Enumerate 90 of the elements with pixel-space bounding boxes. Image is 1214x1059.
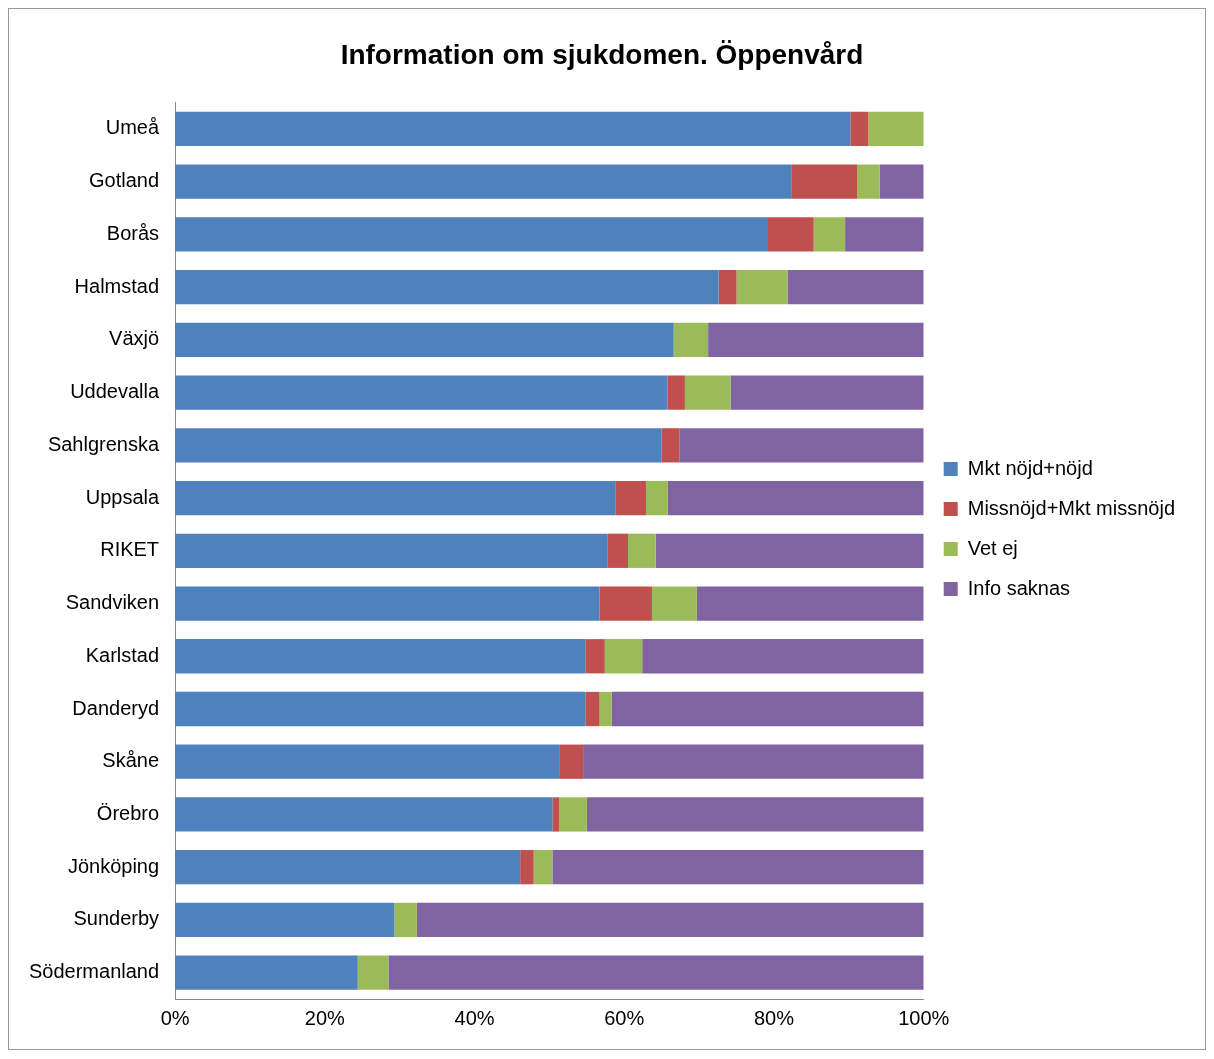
x-tick-label: 80% (753, 1006, 795, 1029)
bar (552, 797, 560, 832)
bar (845, 217, 924, 252)
y-tick-label: Danderyd (72, 696, 160, 719)
bar (175, 375, 668, 410)
y-tick-label: Halmstad (74, 274, 160, 297)
bar (394, 902, 417, 938)
legend-label: Info saknas (967, 576, 1071, 599)
bar (583, 744, 924, 779)
y-tick-label: Umeå (105, 116, 160, 139)
bar (559, 744, 584, 779)
bar (520, 850, 534, 885)
bar (175, 480, 616, 516)
bar (857, 164, 880, 199)
bar (175, 586, 600, 621)
bar (850, 111, 869, 147)
bar (175, 533, 608, 568)
x-tick-label: 100% (898, 1006, 950, 1029)
y-tick-label: Södermanland (28, 960, 160, 983)
bar (559, 797, 587, 832)
bar (175, 955, 358, 990)
bar (175, 639, 586, 674)
bar (175, 902, 395, 938)
y-tick-label: Karlstad (85, 643, 160, 666)
bar (673, 322, 709, 358)
bar (604, 639, 643, 674)
bar (642, 639, 924, 674)
bar (175, 744, 560, 779)
bar (696, 586, 924, 621)
y-tick-label: RIKET (100, 538, 160, 561)
bar (879, 164, 924, 199)
bar (768, 217, 814, 252)
bar (667, 375, 685, 410)
bar (684, 375, 731, 410)
bar (357, 955, 389, 990)
bar (175, 797, 553, 832)
x-tick-label: 20% (304, 1006, 346, 1029)
bar (628, 533, 656, 568)
bar (586, 797, 924, 832)
y-tick-label: Gotland (89, 169, 160, 192)
bar (679, 428, 924, 463)
bar (667, 480, 924, 516)
bar (533, 850, 553, 885)
bar (655, 533, 924, 568)
y-tick-label: Borås (106, 221, 160, 244)
bar (175, 111, 851, 147)
y-tick-label: Växjö (109, 327, 160, 350)
bar (388, 955, 924, 990)
bar (730, 375, 924, 410)
legend-label: Missnöjd+Mkt missnöjd (967, 496, 1176, 519)
bar (813, 217, 846, 252)
bar (868, 111, 924, 147)
x-tick-label: 40% (454, 1006, 495, 1029)
bar (787, 270, 924, 305)
bar (645, 480, 668, 516)
bar (585, 639, 605, 674)
bar (718, 270, 737, 305)
bar (611, 691, 924, 727)
x-tick-label: 60% (604, 1006, 645, 1029)
legend-label: Vet ej (967, 536, 1018, 559)
bar (552, 850, 924, 885)
bar (791, 164, 858, 199)
bar (175, 164, 792, 199)
y-tick-label: Sunderby (73, 907, 160, 930)
bar (599, 586, 652, 621)
bar (651, 586, 697, 621)
y-tick-label: Örebro (96, 801, 160, 824)
bar (708, 322, 924, 358)
bar (175, 428, 662, 463)
bar (175, 322, 674, 358)
y-tick-label: Jönköping (67, 854, 160, 877)
y-tick-label: Uppsala (85, 485, 160, 508)
bar (175, 691, 586, 727)
y-tick-label: Uddevalla (70, 380, 160, 403)
bar (599, 691, 612, 727)
y-tick-label: Sandviken (65, 591, 160, 614)
bar (607, 533, 629, 568)
legend-label: Mkt nöjd+nöjd (967, 456, 1093, 479)
bar (585, 691, 600, 727)
bar (736, 270, 788, 305)
y-tick-label: Sahlgrenska (47, 432, 160, 455)
y-tick-label: Skåne (102, 749, 160, 772)
chart-title: Information om sjukdomen. Öppenvård (340, 38, 864, 70)
bar (175, 850, 521, 885)
bar (175, 270, 719, 305)
x-tick-label: 0% (160, 1006, 190, 1029)
bar (175, 217, 768, 252)
bar (615, 480, 646, 516)
bar (661, 428, 680, 463)
bar (416, 902, 924, 938)
